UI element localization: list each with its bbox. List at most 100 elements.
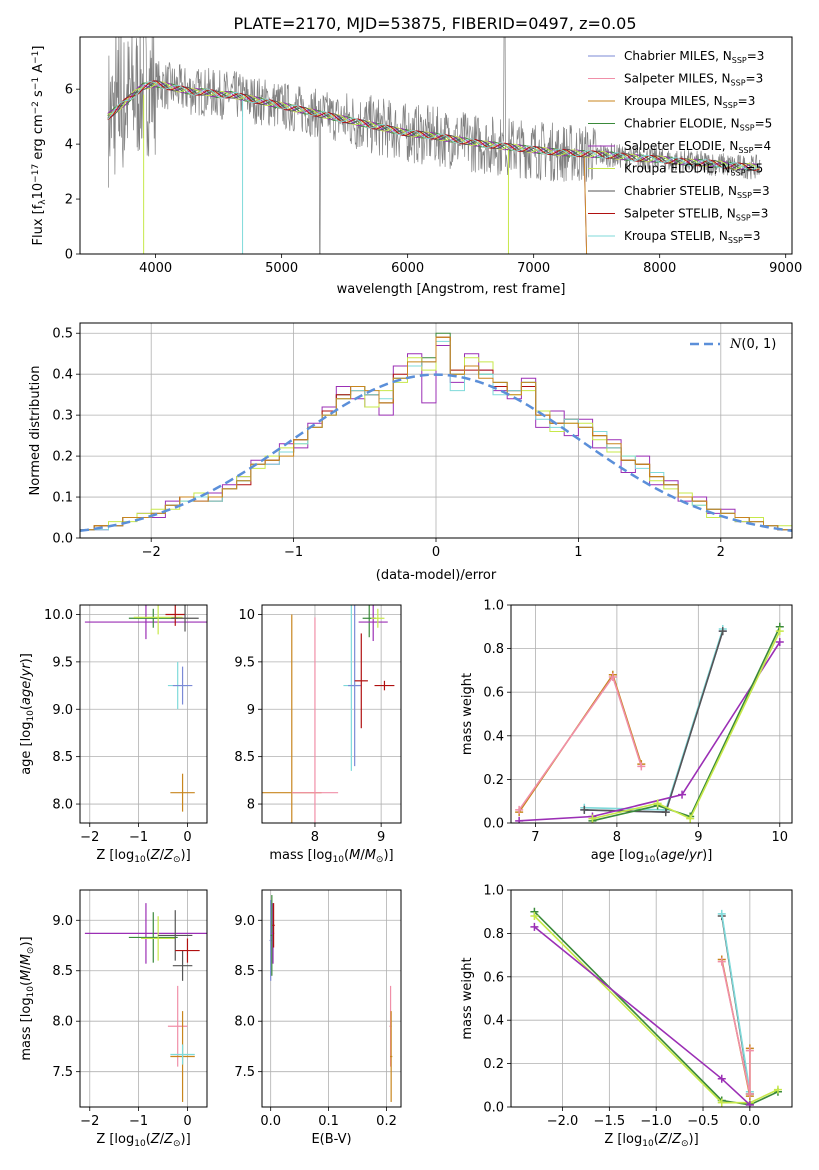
x-axis-label-part: Z [log: [604, 1132, 642, 1147]
axes-frame: [79, 36, 793, 255]
error-bar-point: [374, 680, 395, 691]
y-tick-label: 0.0: [483, 1101, 504, 1116]
y-tick-label: 9: [247, 703, 255, 718]
panel-mass-vs-Z: −2 −1 07.58.08.59.0Z [log10(Z/Z⊙)]mass [lo…: [19, 889, 208, 1149]
y-tick-label: 0.2: [52, 450, 73, 465]
x-axis-label-part: ⊙: [173, 855, 181, 865]
x-tick-label: 9000: [769, 261, 802, 276]
y-tick-label: 8.0: [234, 1015, 255, 1030]
legend-label: Kroupa ELODIE, NSSP=5: [624, 162, 763, 178]
x-tick-label: 1: [574, 545, 582, 560]
data-point: [718, 627, 727, 636]
legend-label-main: Kroupa MILES, N: [624, 94, 723, 108]
error-bar-point: [84, 903, 207, 964]
x-axis-label-part: (: [654, 1132, 659, 1147]
series-chabrier-elodie: [588, 622, 784, 823]
legend-label-main: Chabrier STELIB, N: [624, 184, 737, 198]
y-tick-label: 0.0: [52, 532, 73, 547]
x-tick-label: 0: [432, 545, 440, 560]
data-point: [661, 808, 670, 817]
panel-mass-weight-vs-Z: −2.0 −1.5 −1.0 −0.5 0.0 0.0 0.2 0.4 0.6 0.8 1.0 mas…: [460, 884, 793, 1149]
x-axis-label-part: ⊙: [376, 855, 384, 865]
legend-label-main: Salpeter MILES, N: [624, 72, 731, 86]
y-tick-label: 9.5: [234, 655, 255, 670]
data-point: [608, 672, 617, 681]
y-axis-label-part: −1: [31, 51, 41, 64]
data-point: [773, 1085, 782, 1094]
x-axis-label-part: )]: [181, 1132, 191, 1147]
x-axis-label-part: (: [146, 1132, 151, 1147]
model-spectrum-7: [107, 80, 760, 171]
series-line: [721, 913, 751, 1092]
y-tick-label: 1.0: [483, 599, 504, 614]
legend-label-suffix: =3: [746, 72, 764, 86]
x-axis-label: age [log10(age/yr)]: [591, 848, 713, 865]
y-tick-label: 0.4: [483, 1014, 504, 1029]
data-point: [515, 805, 524, 814]
x-tick-label: −1: [284, 545, 303, 560]
x-axis-label-part: /: [685, 848, 690, 863]
x-axis-label-part: age [log: [591, 848, 644, 863]
error-bar-point: [371, 608, 385, 628]
error-bar-point: [165, 605, 186, 626]
y-axis-label: age [log10(age/yr)]: [19, 653, 36, 775]
axes-frame: [261, 889, 402, 1108]
y-tick-label: 0.2: [483, 773, 504, 788]
x-axis-label-part: Z: [150, 848, 161, 863]
series-kroupa-elodie: [588, 627, 784, 823]
x-tick-label: −1.0: [640, 1114, 672, 1129]
x-axis-label: (data-model)/error: [376, 568, 497, 583]
error-bar-point: [128, 912, 178, 963]
error-bar-point: [170, 773, 195, 812]
y-axis-label-part: erg cm: [31, 114, 46, 163]
y-tick-label: 0.8: [483, 642, 504, 657]
y-tick-label: 9.0: [52, 914, 73, 929]
x-axis-label-part: (: [344, 848, 349, 863]
y-tick-label: 9.0: [234, 914, 255, 929]
x-tick-label: 0: [183, 1114, 191, 1129]
panel-age-vs-Z: −2 −1 08.08.59.09.510.0Z [log10(Z/Z⊙)]age …: [19, 604, 208, 865]
x-axis-label-part: Z: [163, 848, 174, 863]
y-tick-label: 6: [65, 83, 73, 98]
y-axis-label-part: age: [19, 681, 34, 705]
y-tick-label: 9.5: [52, 655, 73, 670]
x-axis-label-part: yr: [688, 848, 704, 863]
y-axis-label: mass [log10(M/M⊙)]: [19, 936, 36, 1060]
y-axis-label: mass weight: [460, 673, 475, 755]
x-tick-label: −0.5: [687, 1114, 719, 1129]
y-axis-label-part: yr: [19, 662, 34, 678]
x-axis-label-part: 10: [333, 855, 345, 865]
x-tick-label: −1: [129, 1114, 148, 1129]
series-salpeter-elodie: [530, 922, 754, 1107]
legend-label: Chabrier STELIB, NSSP=3: [624, 184, 770, 200]
x-tick-label: 8: [311, 830, 319, 845]
observed-spectrum: [108, 37, 761, 254]
x-axis-label-part: Z [log: [96, 848, 134, 863]
x-axis-label-part: ⊙: [681, 1139, 689, 1149]
x-tick-label: 8: [613, 830, 621, 845]
error-bar-point: [291, 617, 339, 823]
legend-label-suffix: =3: [752, 184, 770, 198]
panel-mass-vs-EBV: 0.0 0.1 0.2 7.5 8.0 8.5 9.0 E(B-V): [234, 889, 402, 1147]
y-axis-label-part: M: [19, 970, 34, 981]
data-point: [588, 814, 597, 823]
legend-label-suffix: =4: [753, 139, 771, 153]
error-bar-point: [141, 916, 176, 961]
legend-label-sub: SSP: [723, 101, 738, 110]
series-line: [533, 915, 779, 1104]
legend-label-sub: SSP: [736, 214, 751, 223]
legend-label-sub: SSP: [737, 191, 752, 200]
y-axis-label-part: λ: [38, 199, 48, 205]
plot-area: [84, 605, 207, 812]
data-point: [775, 638, 784, 647]
data-point: [678, 790, 687, 799]
error-bar-point: [172, 950, 193, 981]
legend-label-main: Salpeter STELIB, N: [624, 207, 736, 221]
plot-area: [84, 903, 207, 1102]
x-axis-label-part: 10: [644, 855, 656, 865]
series-line: [592, 630, 781, 820]
series-line: [584, 630, 724, 813]
data-point: [717, 957, 726, 966]
y-tick-label: 0.1: [52, 491, 73, 506]
legend-label-suffix: =5: [755, 117, 773, 131]
